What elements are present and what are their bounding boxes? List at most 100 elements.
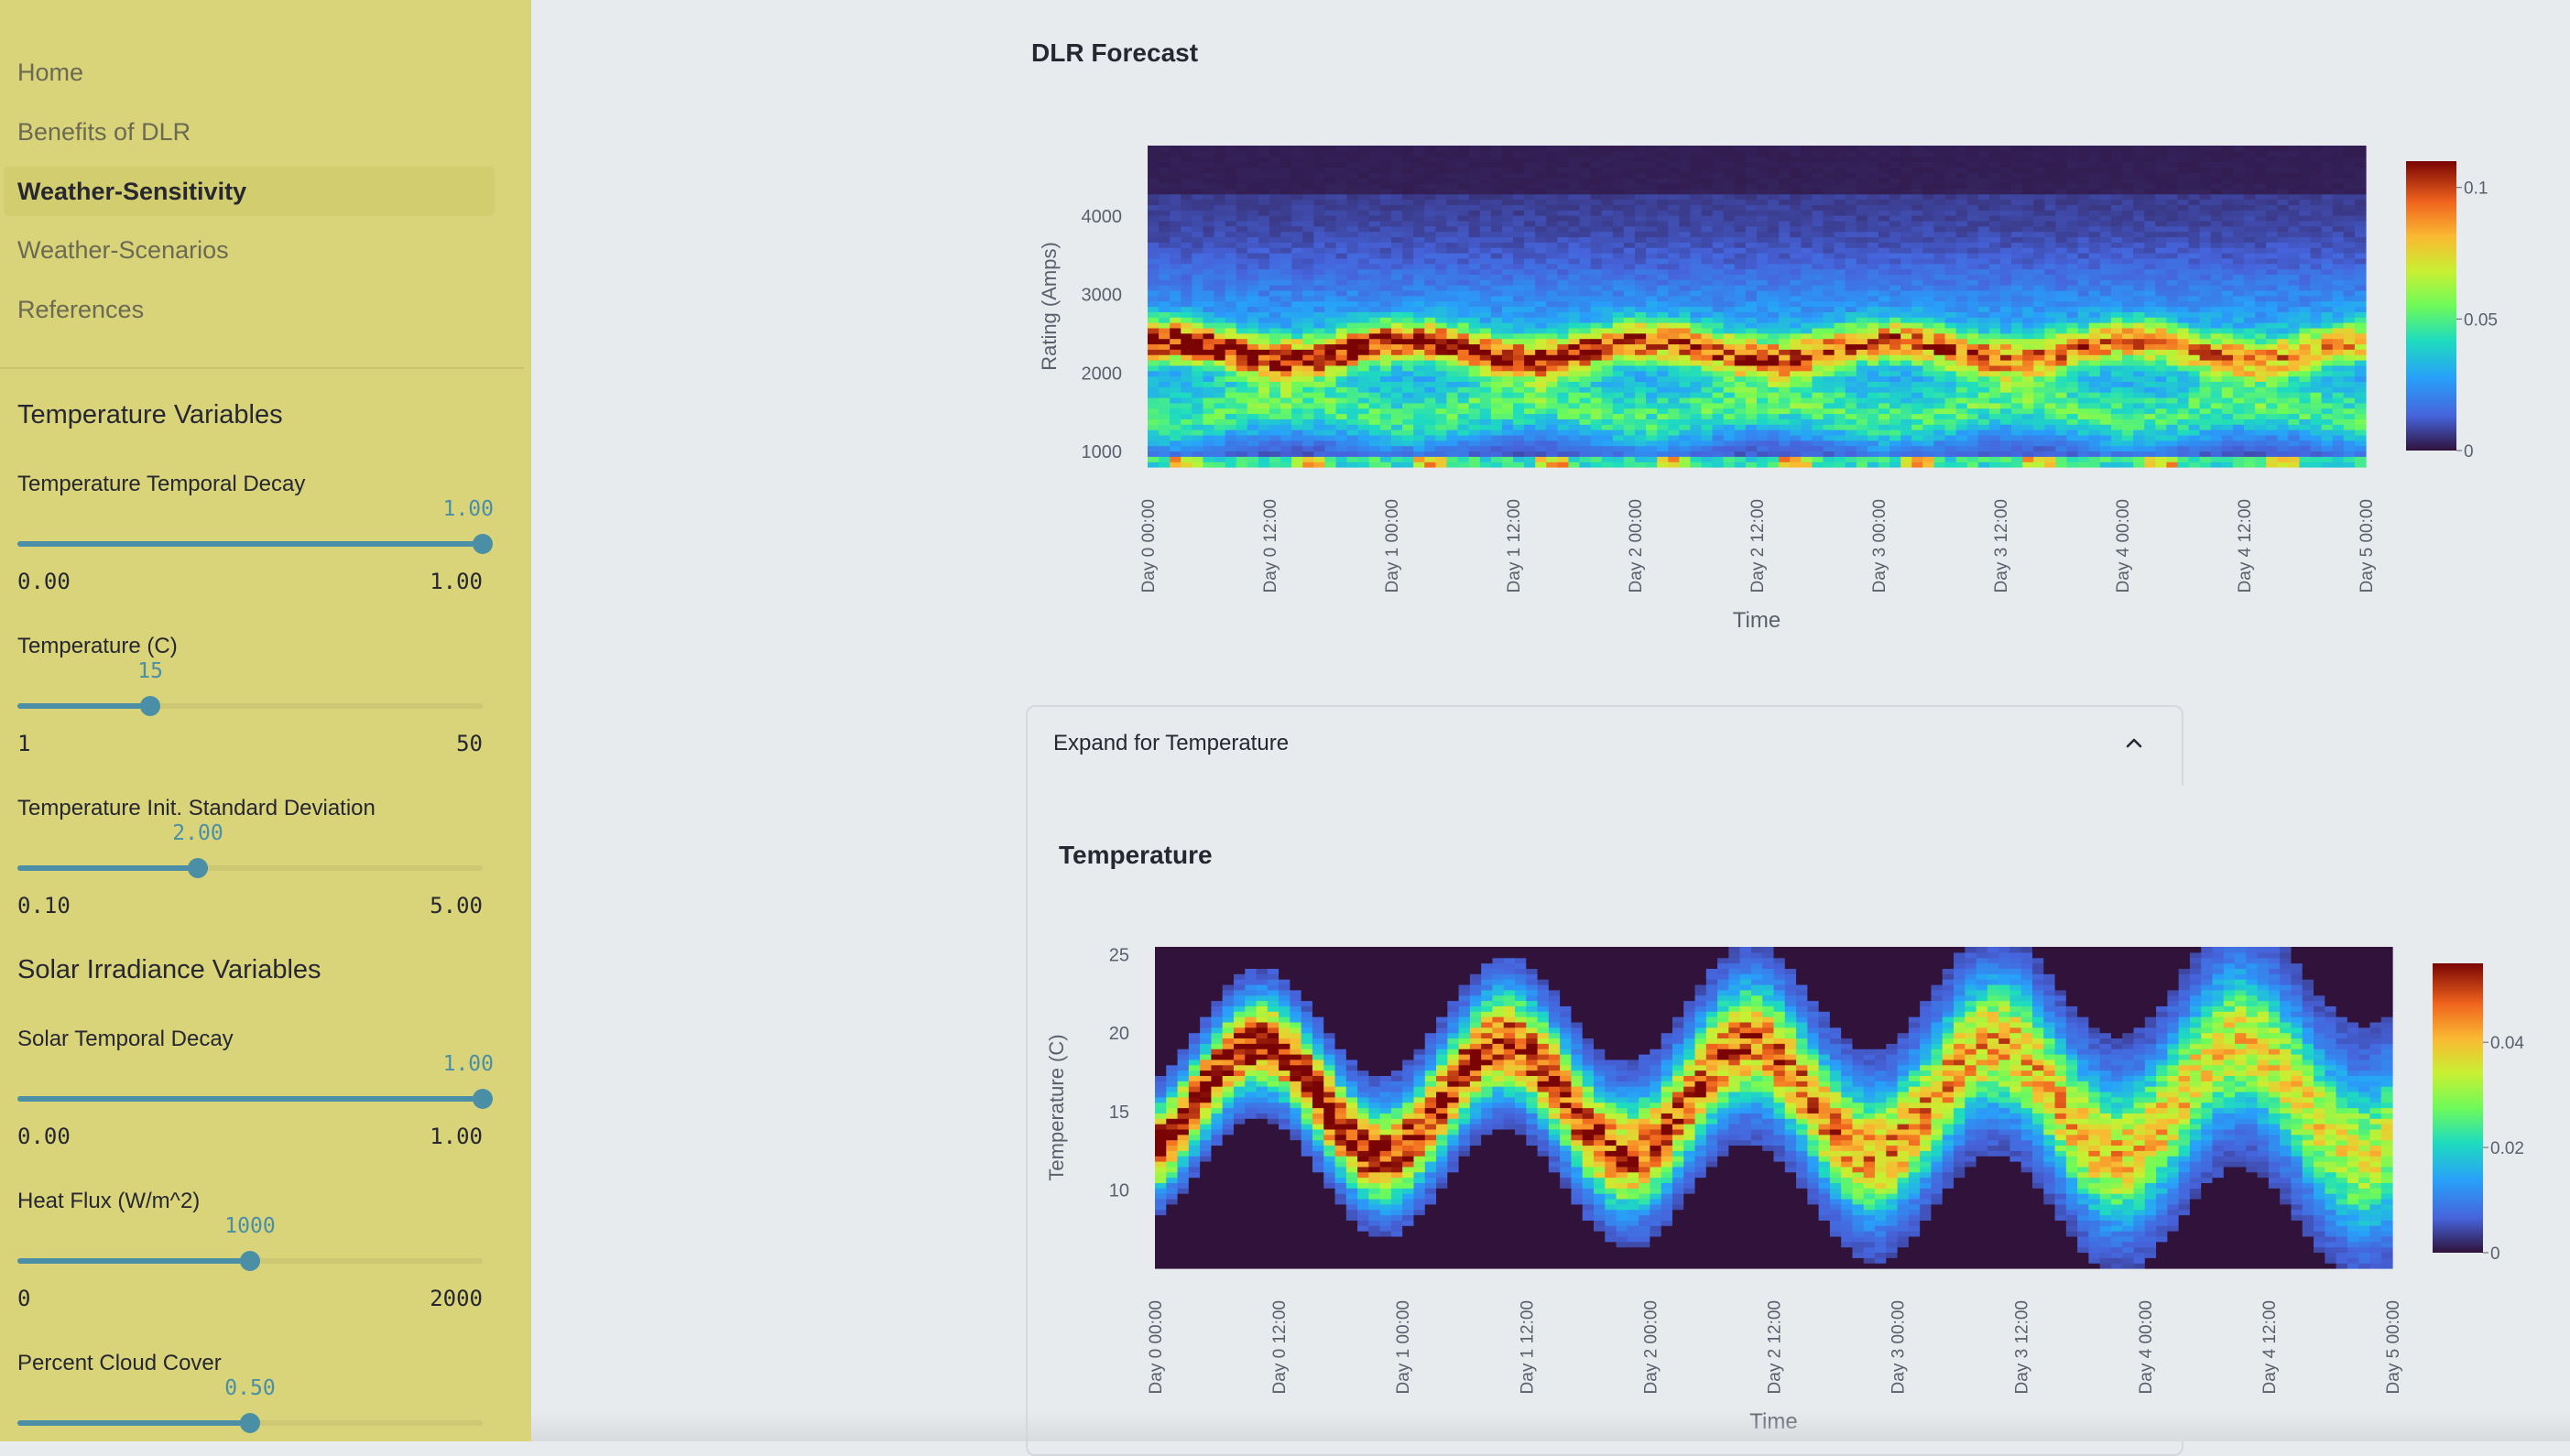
nav-divider bbox=[0, 367, 524, 369]
slider-min: 1 bbox=[17, 731, 30, 756]
slider-max: 50 bbox=[403, 731, 483, 756]
x-tick-label: Day 5 00:00 bbox=[2384, 1300, 2403, 1394]
x-tick-label: Day 4 12:00 bbox=[2236, 499, 2255, 592]
y-axis-title: Temperature (C) bbox=[1045, 1034, 1068, 1180]
slider-value: 2.00 bbox=[172, 821, 223, 845]
sidebar-item-home[interactable]: Home bbox=[4, 48, 495, 97]
dlr-heatmap-chart: 1000 2000 3000 4000 Day 0 00:00 Day 0 12:00 Da… bbox=[1017, 128, 2570, 641]
slider-fill bbox=[17, 541, 483, 547]
x-axis-title: Time bbox=[1733, 608, 1780, 633]
x-tick-label: Day 0 12:00 bbox=[1270, 1300, 1290, 1394]
slider-max: 2000 bbox=[403, 1286, 483, 1311]
temperature-section-title: Temperature Variables bbox=[17, 400, 283, 430]
sidebar-item-weather-scenarios[interactable]: Weather-Scenarios bbox=[4, 225, 495, 275]
colorbar-tick-label: 0.1 bbox=[2464, 179, 2488, 199]
x-tick-label: Day 0 00:00 bbox=[1139, 499, 1159, 592]
slider-fill bbox=[17, 703, 150, 709]
temperature-chart-title: Temperature bbox=[1059, 841, 1213, 870]
y-tick-label: 15 bbox=[1109, 1103, 1129, 1123]
y-tick-label: 25 bbox=[1109, 946, 1129, 966]
expander-header[interactable]: Expand for Temperature bbox=[1028, 707, 2182, 784]
y-tick-label: 3000 bbox=[1082, 286, 1123, 306]
y-tick-label: 20 bbox=[1109, 1024, 1129, 1044]
slider-min: 0 bbox=[17, 1286, 30, 1311]
sidebar-item-references[interactable]: References bbox=[4, 285, 495, 334]
slider-value: 1.00 bbox=[443, 1052, 494, 1076]
x-tick-label: Day 3 12:00 bbox=[1992, 499, 2011, 592]
y-tick-label: 2000 bbox=[1082, 364, 1123, 384]
heatmap-cells bbox=[1148, 146, 2367, 468]
slider-max: 5.00 bbox=[403, 893, 483, 918]
sidebar: Home Benefits of DLR Weather-Sensitivity… bbox=[0, 0, 531, 1441]
x-tick-label: Day 2 12:00 bbox=[1748, 499, 1768, 592]
colorbar-tick-label: 0.04 bbox=[2490, 1034, 2524, 1053]
x-tick-label: Day 4 00:00 bbox=[2114, 499, 2133, 592]
x-tick-label: Day 3 00:00 bbox=[1870, 499, 1889, 592]
slider-label: Temperature Init. Standard Deviation bbox=[17, 796, 376, 821]
sidebar-item-benefits-of-dlr[interactable]: Benefits of DLR bbox=[4, 107, 495, 157]
slider-fill bbox=[17, 865, 198, 871]
slider-fill bbox=[17, 1420, 250, 1426]
slider-label: Solar Temporal Decay bbox=[17, 1027, 234, 1052]
heat-flux-slider[interactable]: 1000 bbox=[17, 1258, 483, 1264]
colorbar bbox=[2406, 161, 2456, 451]
x-tick-label: Day 0 12:00 bbox=[1261, 499, 1280, 592]
y-tick-label: 10 bbox=[1109, 1180, 1129, 1201]
x-tick-label: Day 4 12:00 bbox=[2260, 1300, 2280, 1394]
slider-value: 15 bbox=[137, 659, 163, 683]
slider-min: 0.00 bbox=[17, 1124, 71, 1149]
sidebar-item-weather-sensitivity[interactable]: Weather-Sensitivity bbox=[4, 167, 495, 216]
x-tick-label: Day 3 00:00 bbox=[1889, 1300, 1909, 1394]
slider-min: 0.10 bbox=[17, 893, 71, 918]
colorbar-tick-label: 0.05 bbox=[2464, 310, 2498, 330]
x-tick-label: Day 1 12:00 bbox=[1518, 1300, 1537, 1394]
temperature-std-slider[interactable]: 2.00 bbox=[17, 865, 483, 871]
expander-label: Expand for Temperature bbox=[1053, 731, 1289, 756]
colorbar bbox=[2433, 963, 2483, 1253]
colorbar-tick-label: 0 bbox=[2464, 442, 2474, 462]
heatmap-cells bbox=[1155, 947, 2393, 1269]
slider-fill bbox=[17, 1096, 483, 1102]
x-tick-label: Day 5 00:00 bbox=[2358, 499, 2377, 592]
slider-min: 0.00 bbox=[17, 569, 71, 594]
slider-value: 0.50 bbox=[224, 1376, 275, 1400]
temperature-heatmap-chart: 10 15 20 25 Day 0 00:00 Day 0 12:00 Day 1 00:0… bbox=[1044, 929, 2546, 1442]
bottom-shade bbox=[531, 1410, 2570, 1441]
x-tick-label: Day 1 00:00 bbox=[1394, 1300, 1413, 1394]
slider-value: 1000 bbox=[224, 1214, 275, 1238]
slider-fill bbox=[17, 1258, 250, 1264]
x-tick-label: Day 2 00:00 bbox=[1627, 499, 1646, 592]
slider-thumb[interactable] bbox=[473, 534, 493, 554]
colorbar-tick-label: 0 bbox=[2490, 1244, 2500, 1264]
slider-label: Temperature (C) bbox=[17, 634, 178, 659]
slider-thumb[interactable] bbox=[240, 1251, 260, 1271]
solar-section-title: Solar Irradiance Variables bbox=[17, 955, 321, 985]
x-tick-label: Day 2 12:00 bbox=[1766, 1300, 1785, 1394]
solar-decay-slider[interactable]: 1.00 bbox=[17, 1096, 483, 1102]
slider-max: 1.00 bbox=[403, 569, 483, 594]
slider-max: 1.00 bbox=[403, 1124, 483, 1149]
slider-label: Temperature Temporal Decay bbox=[17, 472, 305, 497]
slider-label: Percent Cloud Cover bbox=[17, 1351, 222, 1376]
chevron-up-icon[interactable] bbox=[2123, 733, 2145, 755]
y-tick-label: 1000 bbox=[1082, 442, 1123, 462]
y-tick-label: 4000 bbox=[1082, 207, 1123, 227]
y-axis-title: Rating (Amps) bbox=[1038, 242, 1061, 371]
slider-thumb[interactable] bbox=[140, 696, 160, 716]
cloud-cover-slider[interactable]: 0.50 bbox=[17, 1420, 483, 1426]
temperature-decay-slider[interactable]: 1.00 bbox=[17, 541, 483, 547]
dlr-chart-title: DLR Forecast bbox=[1031, 38, 1198, 68]
x-tick-label: Day 0 00:00 bbox=[1147, 1300, 1166, 1394]
x-tick-label: Day 1 12:00 bbox=[1505, 499, 1524, 592]
slider-label: Heat Flux (W/m^2) bbox=[17, 1189, 200, 1214]
x-tick-label: Day 2 00:00 bbox=[1641, 1300, 1661, 1394]
slider-value: 1.00 bbox=[443, 497, 494, 521]
temperature-slider[interactable]: 15 bbox=[17, 703, 483, 709]
x-tick-label: Day 1 00:00 bbox=[1383, 499, 1402, 592]
colorbar-tick-label: 0.02 bbox=[2490, 1139, 2524, 1158]
x-tick-label: Day 3 12:00 bbox=[2013, 1300, 2032, 1394]
slider-thumb[interactable] bbox=[473, 1089, 493, 1109]
slider-thumb[interactable] bbox=[240, 1413, 260, 1433]
slider-thumb[interactable] bbox=[188, 858, 208, 878]
x-tick-label: Day 4 00:00 bbox=[2137, 1300, 2156, 1394]
